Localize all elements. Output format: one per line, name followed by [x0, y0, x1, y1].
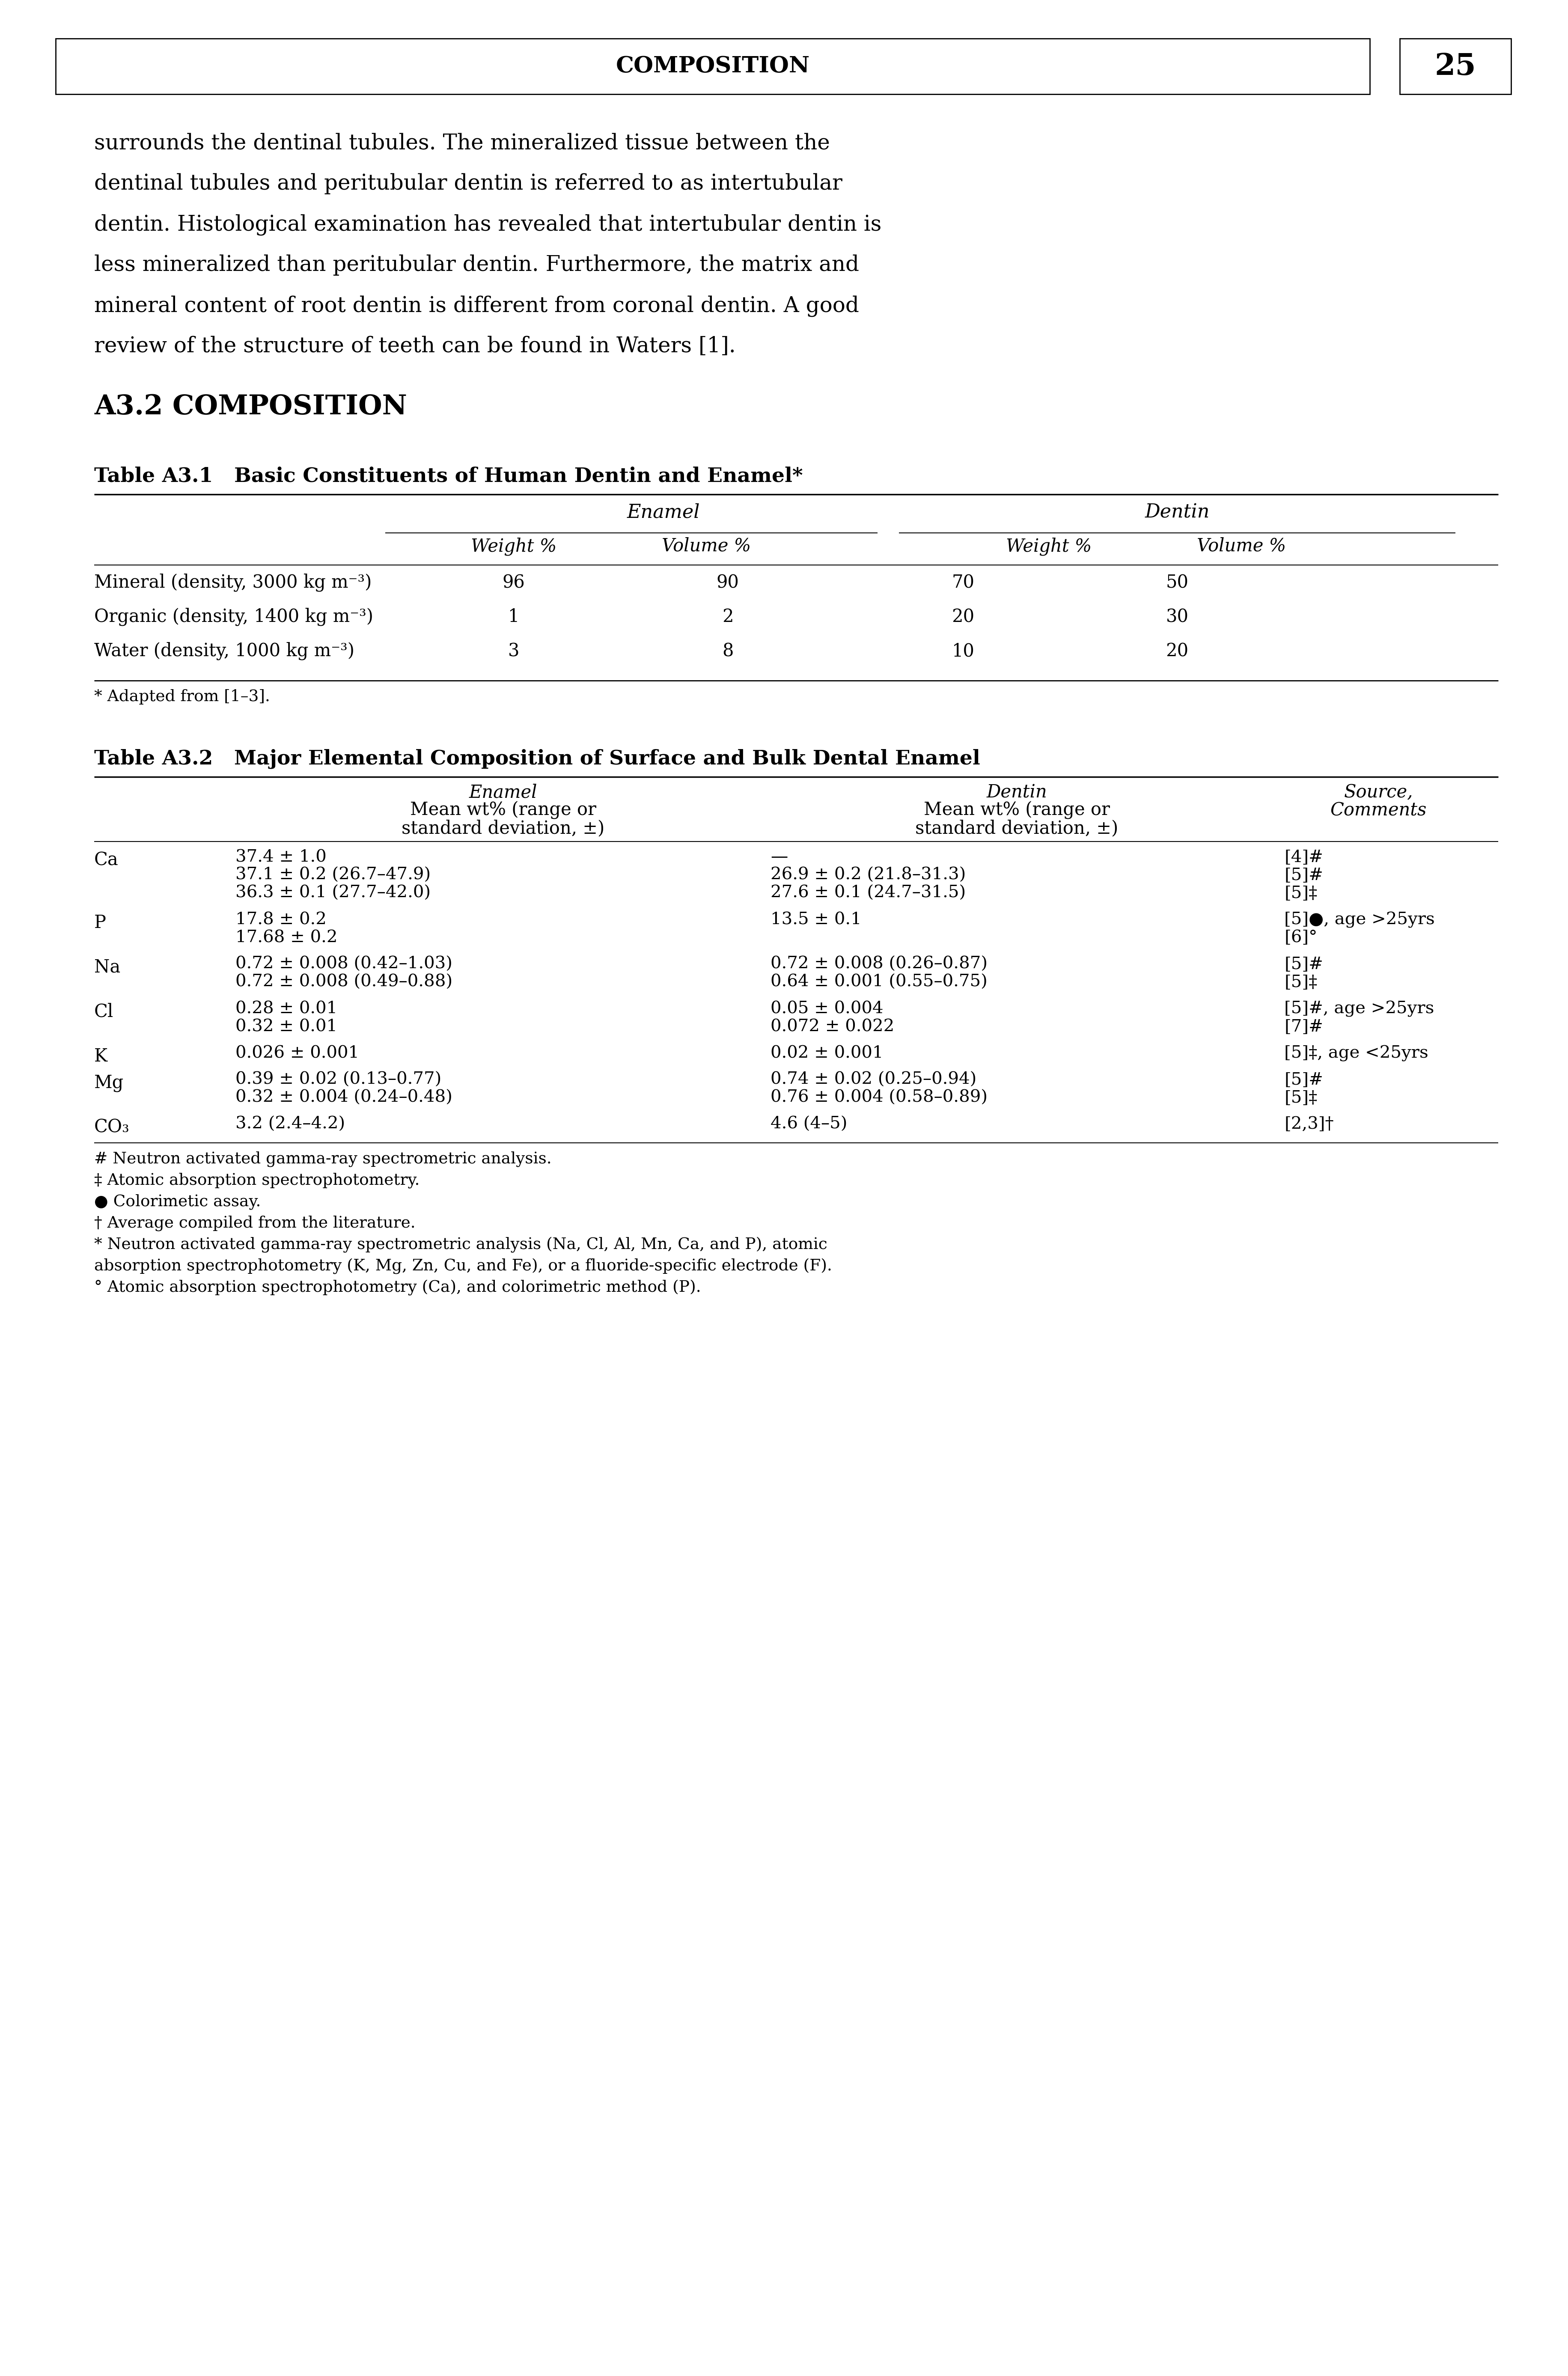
Text: less mineralized than peritubular dentin. Furthermore, the matrix and: less mineralized than peritubular dentin… — [94, 254, 859, 276]
Text: Dentin: Dentin — [1145, 504, 1209, 520]
Text: 2: 2 — [721, 608, 734, 625]
Text: standard deviation, ±): standard deviation, ±) — [916, 820, 1118, 836]
Text: [4]#: [4]# — [1284, 848, 1323, 865]
Text: Na: Na — [94, 958, 121, 977]
Text: Enamel: Enamel — [469, 784, 538, 801]
Text: [7]#: [7]# — [1284, 1019, 1323, 1034]
Text: 0.072 ± 0.022: 0.072 ± 0.022 — [770, 1019, 894, 1034]
Text: 37.4 ± 1.0: 37.4 ± 1.0 — [235, 848, 326, 865]
Text: 0.05 ± 0.004: 0.05 ± 0.004 — [770, 1000, 883, 1017]
Text: Dentin: Dentin — [986, 784, 1047, 801]
Text: [5]#: [5]# — [1284, 1072, 1323, 1088]
Text: standard deviation, ±): standard deviation, ±) — [401, 820, 605, 836]
Text: Weight %: Weight % — [470, 537, 557, 556]
Text: 0.026 ± 0.001: 0.026 ± 0.001 — [235, 1045, 359, 1062]
Text: 17.68 ± 0.2: 17.68 ± 0.2 — [235, 929, 337, 946]
Text: Mean wt% (range or: Mean wt% (range or — [409, 801, 596, 820]
Text: 0.76 ± 0.004 (0.58–0.89): 0.76 ± 0.004 (0.58–0.89) — [770, 1091, 988, 1105]
Text: Weight %: Weight % — [1007, 537, 1091, 556]
Text: Table A3.2   Major Elemental Composition of Surface and Bulk Dental Enamel: Table A3.2 Major Elemental Composition o… — [94, 748, 980, 770]
Text: [5]‡: [5]‡ — [1284, 886, 1317, 901]
Text: 70: 70 — [952, 573, 974, 592]
Text: [5]#: [5]# — [1284, 867, 1323, 884]
Text: COMPOSITION: COMPOSITION — [616, 55, 809, 78]
Text: Source,: Source, — [1344, 784, 1413, 801]
Text: 0.64 ± 0.001 (0.55–0.75): 0.64 ± 0.001 (0.55–0.75) — [770, 974, 988, 991]
FancyBboxPatch shape — [55, 38, 1370, 95]
Text: 30: 30 — [1167, 608, 1189, 625]
Text: mineral content of root dentin is different from coronal dentin. A good: mineral content of root dentin is differ… — [94, 295, 859, 316]
Text: 20: 20 — [952, 608, 975, 625]
Text: Mg: Mg — [94, 1074, 124, 1093]
Text: 13.5 ± 0.1: 13.5 ± 0.1 — [770, 912, 861, 927]
Text: [5]#, age >25yrs: [5]#, age >25yrs — [1284, 1000, 1435, 1017]
Text: 0.74 ± 0.02 (0.25–0.94): 0.74 ± 0.02 (0.25–0.94) — [770, 1072, 977, 1088]
Text: [5]‡: [5]‡ — [1284, 974, 1317, 991]
Text: 36.3 ± 0.1 (27.7–42.0): 36.3 ± 0.1 (27.7–42.0) — [235, 886, 431, 901]
Text: 90: 90 — [717, 573, 739, 592]
Text: Water (density, 1000 kg m⁻³): Water (density, 1000 kg m⁻³) — [94, 642, 354, 661]
Text: CO₃: CO₃ — [94, 1119, 130, 1136]
Text: ° Atomic absorption spectrophotometry (Ca), and colorimetric method (P).: ° Atomic absorption spectrophotometry (C… — [94, 1281, 701, 1295]
Text: 0.32 ± 0.01: 0.32 ± 0.01 — [235, 1019, 337, 1034]
Text: 0.72 ± 0.008 (0.49–0.88): 0.72 ± 0.008 (0.49–0.88) — [235, 974, 453, 991]
Text: 20: 20 — [1165, 642, 1189, 661]
Text: 27.6 ± 0.1 (24.7–31.5): 27.6 ± 0.1 (24.7–31.5) — [770, 886, 966, 901]
Text: 0.72 ± 0.008 (0.26–0.87): 0.72 ± 0.008 (0.26–0.87) — [770, 955, 988, 972]
Text: [5]#: [5]# — [1284, 955, 1323, 972]
Text: dentin. Histological examination has revealed that intertubular dentin is: dentin. Histological examination has rev… — [94, 214, 881, 235]
Text: —: — — [770, 848, 787, 865]
Text: 50: 50 — [1167, 573, 1189, 592]
Text: 10: 10 — [952, 642, 974, 661]
Text: 0.39 ± 0.02 (0.13–0.77): 0.39 ± 0.02 (0.13–0.77) — [235, 1072, 442, 1088]
Text: 26.9 ± 0.2 (21.8–31.3): 26.9 ± 0.2 (21.8–31.3) — [770, 867, 966, 884]
Text: ● Colorimetic assay.: ● Colorimetic assay. — [94, 1195, 260, 1209]
Text: 0.32 ± 0.004 (0.24–0.48): 0.32 ± 0.004 (0.24–0.48) — [235, 1091, 453, 1105]
Text: Ca: Ca — [94, 851, 119, 870]
Text: 0.02 ± 0.001: 0.02 ± 0.001 — [770, 1045, 883, 1062]
Text: 4.6 (4–5): 4.6 (4–5) — [770, 1117, 847, 1131]
Text: 17.8 ± 0.2: 17.8 ± 0.2 — [235, 912, 326, 927]
Text: # Neutron activated gamma-ray spectrometric analysis.: # Neutron activated gamma-ray spectromet… — [94, 1152, 552, 1167]
Text: * Neutron activated gamma-ray spectrometric analysis (Na, Cl, Al, Mn, Ca, and P): * Neutron activated gamma-ray spectromet… — [94, 1238, 828, 1252]
Text: 37.1 ± 0.2 (26.7–47.9): 37.1 ± 0.2 (26.7–47.9) — [235, 867, 431, 884]
Text: Volume %: Volume % — [662, 537, 751, 556]
Text: ‡ Atomic absorption spectrophotometry.: ‡ Atomic absorption spectrophotometry. — [94, 1174, 420, 1188]
FancyBboxPatch shape — [1400, 38, 1512, 95]
Text: [6]°: [6]° — [1284, 929, 1317, 946]
Text: [2,3]†: [2,3]† — [1284, 1117, 1334, 1131]
Text: 0.28 ± 0.01: 0.28 ± 0.01 — [235, 1000, 337, 1017]
Text: 1: 1 — [508, 608, 519, 625]
Text: review of the structure of teeth can be found in Waters [1].: review of the structure of teeth can be … — [94, 335, 735, 356]
Text: Mean wt% (range or: Mean wt% (range or — [924, 801, 1110, 820]
Text: 0.72 ± 0.008 (0.42–1.03): 0.72 ± 0.008 (0.42–1.03) — [235, 955, 453, 972]
Text: Mineral (density, 3000 kg m⁻³): Mineral (density, 3000 kg m⁻³) — [94, 573, 372, 592]
Text: † Average compiled from the literature.: † Average compiled from the literature. — [94, 1217, 416, 1231]
Text: A3.2 COMPOSITION: A3.2 COMPOSITION — [94, 394, 408, 421]
Text: [5]●, age >25yrs: [5]●, age >25yrs — [1284, 912, 1435, 929]
Text: P: P — [94, 915, 107, 931]
Text: K: K — [94, 1048, 108, 1064]
Text: absorption spectrophotometry (K, Mg, Zn, Cu, and Fe), or a fluoride-specific ele: absorption spectrophotometry (K, Mg, Zn,… — [94, 1259, 833, 1274]
Text: 3.2 (2.4–4.2): 3.2 (2.4–4.2) — [235, 1117, 345, 1131]
Text: * Adapted from [1–3].: * Adapted from [1–3]. — [94, 689, 270, 706]
Text: surrounds the dentinal tubules. The mineralized tissue between the: surrounds the dentinal tubules. The mine… — [94, 133, 829, 154]
Text: Enamel: Enamel — [627, 504, 699, 520]
Text: 96: 96 — [502, 573, 525, 592]
Text: Table A3.1   Basic Constituents of Human Dentin and Enamel*: Table A3.1 Basic Constituents of Human D… — [94, 466, 803, 487]
Text: Comments: Comments — [1330, 801, 1427, 820]
Text: Volume %: Volume % — [1196, 537, 1286, 556]
Text: [5]‡: [5]‡ — [1284, 1091, 1317, 1105]
Text: [5]‡, age <25yrs: [5]‡, age <25yrs — [1284, 1045, 1428, 1062]
Text: dentinal tubules and peritubular dentin is referred to as intertubular: dentinal tubules and peritubular dentin … — [94, 173, 842, 195]
Text: 3: 3 — [508, 642, 519, 661]
Text: Organic (density, 1400 kg m⁻³): Organic (density, 1400 kg m⁻³) — [94, 608, 373, 625]
Text: 25: 25 — [1435, 52, 1475, 81]
Text: Cl: Cl — [94, 1003, 113, 1022]
Text: 8: 8 — [723, 642, 734, 661]
